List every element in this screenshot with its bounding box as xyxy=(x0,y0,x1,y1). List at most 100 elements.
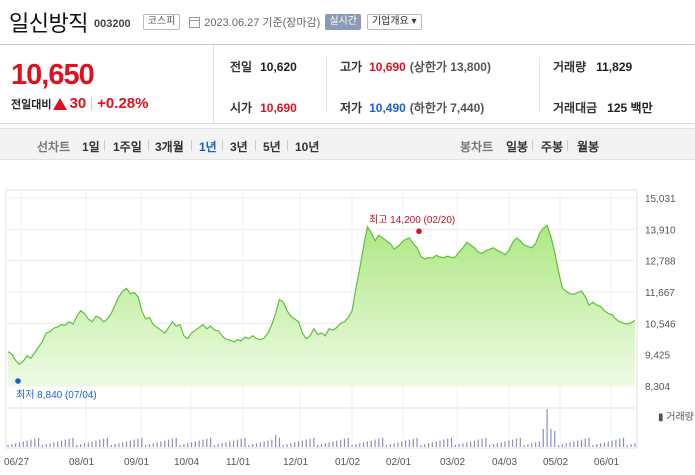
volume-bar xyxy=(626,445,628,447)
volume-bar xyxy=(91,441,93,447)
change-amount: 30 xyxy=(69,95,87,112)
tab-10y[interactable]: 10년 xyxy=(295,140,320,154)
x-tick-label: 08/01 xyxy=(69,457,94,468)
volume-bar xyxy=(156,442,158,447)
price-chart[interactable]: 15,031 13,910 12,788 11,667 10,546 9,425 8,304… xyxy=(0,160,695,475)
volume-bar xyxy=(454,445,456,447)
volume-bar xyxy=(340,439,342,447)
volume-bar xyxy=(412,438,414,447)
volume-bar xyxy=(129,440,131,447)
volume-bar xyxy=(221,443,223,447)
trade-amount-value: 125 백만 xyxy=(607,101,653,115)
volume-bar xyxy=(11,444,13,447)
volume-bar xyxy=(294,442,296,447)
volume-bar xyxy=(145,445,147,447)
volume-bar xyxy=(523,445,525,447)
tab-3y[interactable]: 3년 xyxy=(230,140,248,154)
tab-daily-candle[interactable]: 일봉 xyxy=(506,140,529,154)
y-tick-label: 9,425 xyxy=(645,351,670,362)
volume-bar xyxy=(198,440,200,447)
volume-bar xyxy=(382,437,384,447)
volume-bar xyxy=(26,440,28,447)
quote-grid: 전일 10,620 고가 10,690 (상한가 13,800) 거래량 11,… xyxy=(213,45,695,125)
volume-bar xyxy=(167,439,170,447)
volume-bar xyxy=(588,437,590,447)
tab-1w[interactable]: 1주일 xyxy=(113,140,142,154)
lower-limit: (하한가 7,440) xyxy=(409,101,485,115)
current-price: 10,650 xyxy=(11,59,95,91)
volume-bar xyxy=(500,442,502,447)
prev-close-value: 10,620 xyxy=(260,59,297,74)
high-label: 고가 xyxy=(340,60,363,74)
volume-bar xyxy=(164,440,166,447)
volume-bar xyxy=(397,442,399,447)
volume-bar xyxy=(596,444,598,447)
volume-bar xyxy=(599,443,602,447)
volume-bar xyxy=(217,444,219,447)
volume-bar xyxy=(72,437,74,447)
x-tick-label: 06/01 xyxy=(594,457,619,468)
column-divider xyxy=(326,57,327,113)
company-overview-dropdown[interactable]: 기업개요 ▾ xyxy=(366,14,422,30)
x-tick-label: 09/01 xyxy=(124,457,149,468)
stock-name[interactable]: 일신방직 xyxy=(9,11,88,36)
x-tick-label: 02/01 xyxy=(386,457,411,468)
x-tick-label: 06/27 xyxy=(4,457,29,468)
volume-bar xyxy=(125,441,128,447)
volume-legend: ▮ 거래량 xyxy=(658,411,694,423)
volume-bar xyxy=(405,440,407,447)
x-tick-label: 03/02 xyxy=(440,457,465,468)
volume: 거래량 11,829 xyxy=(553,58,632,75)
tab-3m[interactable]: 3개월 xyxy=(155,140,184,154)
tab-divider xyxy=(104,140,105,151)
volume-bar xyxy=(30,439,32,447)
volume-bar xyxy=(622,437,625,447)
volume-bar xyxy=(34,438,36,447)
volume-bar xyxy=(213,445,216,447)
low-annotation: 최저 8,840 (07/04) xyxy=(16,389,97,401)
volume-bar xyxy=(611,440,613,447)
volume-bar xyxy=(80,444,82,447)
volume-bar xyxy=(37,437,40,447)
change-label: 전일대비 xyxy=(11,98,52,111)
volume-bar xyxy=(401,441,403,447)
volume-bar xyxy=(378,438,380,447)
volume-bar xyxy=(320,444,323,447)
low-label: 저가 xyxy=(340,101,363,115)
tab-monthly-candle[interactable]: 월봉 xyxy=(577,140,600,154)
volume-bar xyxy=(252,444,254,447)
volume-bar xyxy=(106,437,109,447)
volume-bar xyxy=(60,440,63,447)
tab-1d[interactable]: 1일 xyxy=(82,140,100,154)
volume-bar xyxy=(332,441,334,447)
volume-bar xyxy=(424,444,426,447)
tab-weekly-candle[interactable]: 주봉 xyxy=(541,140,564,154)
volume-bar xyxy=(565,443,567,447)
volume-bar xyxy=(15,443,17,447)
y-tick-label: 8,304 xyxy=(645,382,670,393)
volume-bar xyxy=(531,443,533,447)
volume-bar xyxy=(416,437,418,447)
volume-bar xyxy=(550,429,552,447)
high-price: 고가 10,690 (상한가 13,800) xyxy=(340,58,491,75)
volume-bar xyxy=(603,442,606,447)
volume-bar xyxy=(343,438,346,447)
volume-bar xyxy=(527,444,529,447)
tab-1y[interactable]: 1년 xyxy=(199,140,217,154)
tab-5y[interactable]: 5년 xyxy=(263,140,281,154)
volume-bar xyxy=(286,444,288,447)
realtime-button[interactable]: 실시간 xyxy=(325,14,361,30)
volume-bar xyxy=(607,441,609,447)
volume-bar xyxy=(263,441,265,447)
volume-bar xyxy=(420,445,422,447)
quote-divider xyxy=(213,45,214,125)
volume-bar xyxy=(49,443,51,447)
volume-bar xyxy=(389,444,391,447)
volume-bar xyxy=(450,437,453,447)
volume-bar xyxy=(443,439,445,447)
change-divider xyxy=(91,97,93,110)
volume-bar xyxy=(355,444,357,447)
volume-bar xyxy=(557,445,560,447)
volume-bar xyxy=(225,442,227,447)
volume-bar xyxy=(278,437,281,447)
